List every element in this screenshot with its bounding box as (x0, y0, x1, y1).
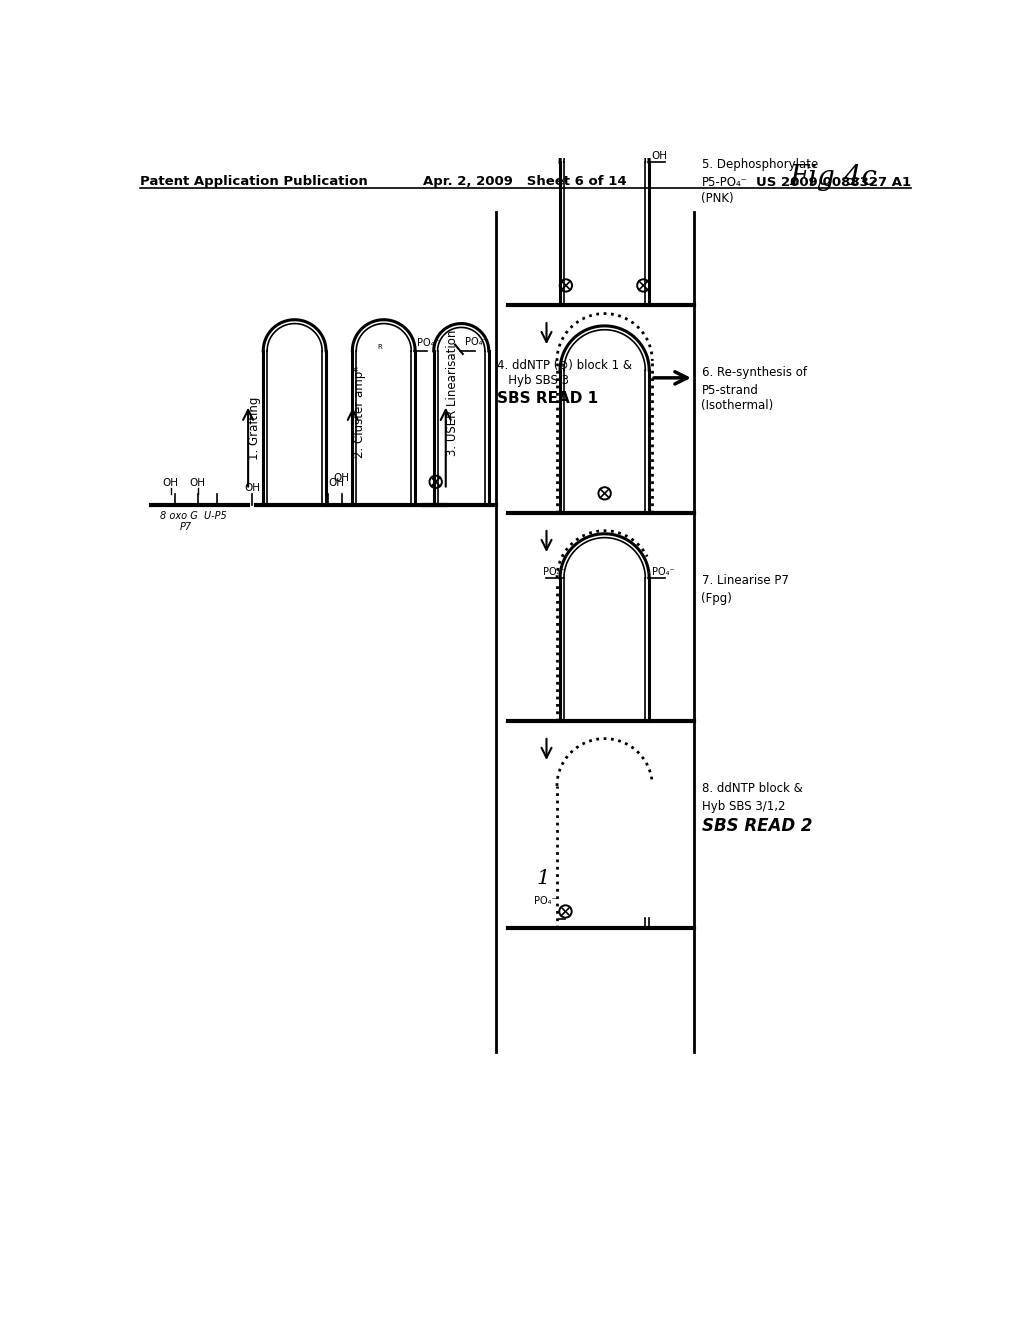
Text: 5. Dephosphorylate: 5. Dephosphorylate (701, 158, 818, 172)
Text: (PNK): (PNK) (701, 191, 734, 205)
Text: 3. USER Linearisation: 3. USER Linearisation (445, 330, 459, 457)
Text: US 2009/0088327 A1: US 2009/0088327 A1 (756, 176, 910, 189)
Text: 4. ddNTP (⊗) block 1 &: 4. ddNTP (⊗) block 1 & (497, 359, 632, 372)
Text: Hyb SBS 3/1,2: Hyb SBS 3/1,2 (701, 800, 785, 813)
Text: 8 oxo G  U-P5: 8 oxo G U-P5 (161, 511, 227, 521)
Text: OH: OH (651, 150, 668, 161)
Text: OH: OH (189, 478, 206, 488)
Text: Patent Application Publication: Patent Application Publication (139, 176, 368, 189)
Text: (Isothermal): (Isothermal) (701, 400, 774, 412)
Text: (Fpg): (Fpg) (701, 591, 732, 605)
Text: 1. Grafting: 1. Grafting (248, 396, 261, 459)
Text: 2. Cluster ampⁿ: 2. Cluster ampⁿ (352, 367, 366, 458)
Text: Fig 4c: Fig 4c (790, 164, 878, 191)
Text: PO₄⁻: PO₄⁻ (651, 566, 674, 577)
Text: P5-PO₄⁻: P5-PO₄⁻ (701, 176, 748, 189)
Text: P7: P7 (180, 521, 193, 532)
Text: OH: OH (329, 478, 344, 488)
Text: OH: OH (163, 478, 178, 488)
Text: 1: 1 (537, 869, 550, 888)
Text: 8. ddNTP block &: 8. ddNTP block & (701, 781, 802, 795)
Text: PO₄⁻: PO₄⁻ (534, 896, 556, 907)
Text: PO₄⁻: PO₄⁻ (465, 337, 487, 347)
Text: SBS READ 1: SBS READ 1 (497, 391, 598, 407)
Text: 7. Linearise P7: 7. Linearise P7 (701, 574, 788, 587)
Text: OH: OH (245, 483, 260, 492)
Text: SBS READ 2: SBS READ 2 (701, 817, 812, 834)
Text: 6. Re-synthesis of: 6. Re-synthesis of (701, 367, 807, 379)
Text: PO₄⁻: PO₄⁻ (418, 338, 440, 348)
Text: P5-strand: P5-strand (701, 384, 759, 397)
Text: PO₄⁻: PO₄⁻ (543, 566, 565, 577)
Text: OH: OH (334, 474, 349, 483)
Text: Hyb SBS 3: Hyb SBS 3 (497, 374, 569, 387)
Text: R: R (378, 345, 382, 350)
Text: Apr. 2, 2009   Sheet 6 of 14: Apr. 2, 2009 Sheet 6 of 14 (423, 176, 627, 189)
